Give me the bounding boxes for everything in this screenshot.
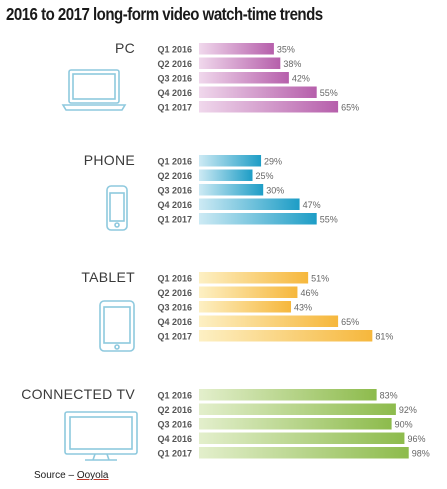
device-label: CONNECTED TV bbox=[21, 386, 135, 402]
bar bbox=[199, 57, 281, 69]
bar bbox=[199, 272, 309, 284]
bar bbox=[199, 155, 262, 167]
bar bbox=[199, 101, 339, 113]
category-label: Q4 2016 bbox=[157, 88, 192, 98]
value-label: 65% bbox=[341, 317, 359, 327]
value-label: 47% bbox=[303, 200, 321, 210]
value-label: 46% bbox=[300, 288, 318, 298]
device-label: TABLET bbox=[81, 269, 135, 285]
bar bbox=[199, 315, 339, 327]
device-label: PC bbox=[115, 40, 135, 56]
source-note: Source – Ooyola bbox=[34, 470, 109, 481]
source-name: Ooyola bbox=[76, 470, 109, 481]
category-label: Q2 2016 bbox=[157, 171, 192, 181]
category-label: Q3 2016 bbox=[157, 185, 192, 195]
category-label: Q1 2016 bbox=[157, 273, 192, 283]
value-label: 51% bbox=[311, 273, 329, 283]
value-label: 92% bbox=[399, 405, 417, 415]
tv-icon bbox=[64, 411, 138, 461]
category-label: Q3 2016 bbox=[157, 73, 192, 83]
category-label: Q2 2016 bbox=[157, 59, 192, 69]
value-label: 38% bbox=[283, 59, 301, 69]
bar bbox=[199, 86, 317, 98]
category-label: Q3 2016 bbox=[157, 302, 192, 312]
phone-icon bbox=[106, 185, 128, 231]
category-label: Q1 2017 bbox=[157, 102, 192, 112]
value-label: 65% bbox=[341, 102, 359, 112]
value-label: 55% bbox=[320, 88, 338, 98]
bar bbox=[199, 447, 409, 459]
bar bbox=[199, 432, 405, 444]
category-label: Q1 2017 bbox=[157, 214, 192, 224]
device-label: PHONE bbox=[84, 152, 135, 168]
bar bbox=[199, 72, 289, 84]
value-label: 35% bbox=[277, 44, 295, 54]
value-label: 55% bbox=[320, 214, 338, 224]
bar bbox=[199, 418, 392, 430]
bar bbox=[199, 403, 396, 415]
tablet-icon bbox=[99, 300, 135, 352]
bar bbox=[199, 43, 274, 55]
value-label: 81% bbox=[375, 331, 393, 341]
bar bbox=[199, 301, 292, 313]
value-label: 98% bbox=[412, 448, 430, 458]
category-label: Q1 2016 bbox=[157, 156, 192, 166]
laptop-icon bbox=[61, 69, 127, 111]
category-label: Q1 2017 bbox=[157, 331, 192, 341]
category-label: Q2 2016 bbox=[157, 405, 192, 415]
value-label: 42% bbox=[292, 73, 310, 83]
bar bbox=[199, 169, 253, 181]
value-label: 30% bbox=[266, 185, 284, 195]
bar bbox=[199, 213, 317, 225]
value-label: 90% bbox=[395, 419, 413, 429]
value-label: 83% bbox=[380, 390, 398, 400]
source-prefix: Source – bbox=[34, 470, 77, 481]
bar bbox=[199, 389, 377, 401]
chart-title: 2016 to 2017 long-form video watch-time … bbox=[6, 4, 323, 24]
value-label: 43% bbox=[294, 302, 312, 312]
value-label: 25% bbox=[256, 171, 274, 181]
value-label: 29% bbox=[264, 156, 282, 166]
category-label: Q1 2017 bbox=[157, 448, 192, 458]
category-label: Q4 2016 bbox=[157, 317, 192, 327]
bar bbox=[199, 286, 298, 298]
category-label: Q2 2016 bbox=[157, 288, 192, 298]
category-label: Q1 2016 bbox=[157, 44, 192, 54]
category-label: Q4 2016 bbox=[157, 434, 192, 444]
category-label: Q1 2016 bbox=[157, 390, 192, 400]
value-label: 96% bbox=[407, 434, 425, 444]
category-label: Q3 2016 bbox=[157, 419, 192, 429]
bar bbox=[199, 184, 264, 196]
category-label: Q4 2016 bbox=[157, 200, 192, 210]
bar bbox=[199, 330, 373, 342]
bar bbox=[199, 198, 300, 210]
